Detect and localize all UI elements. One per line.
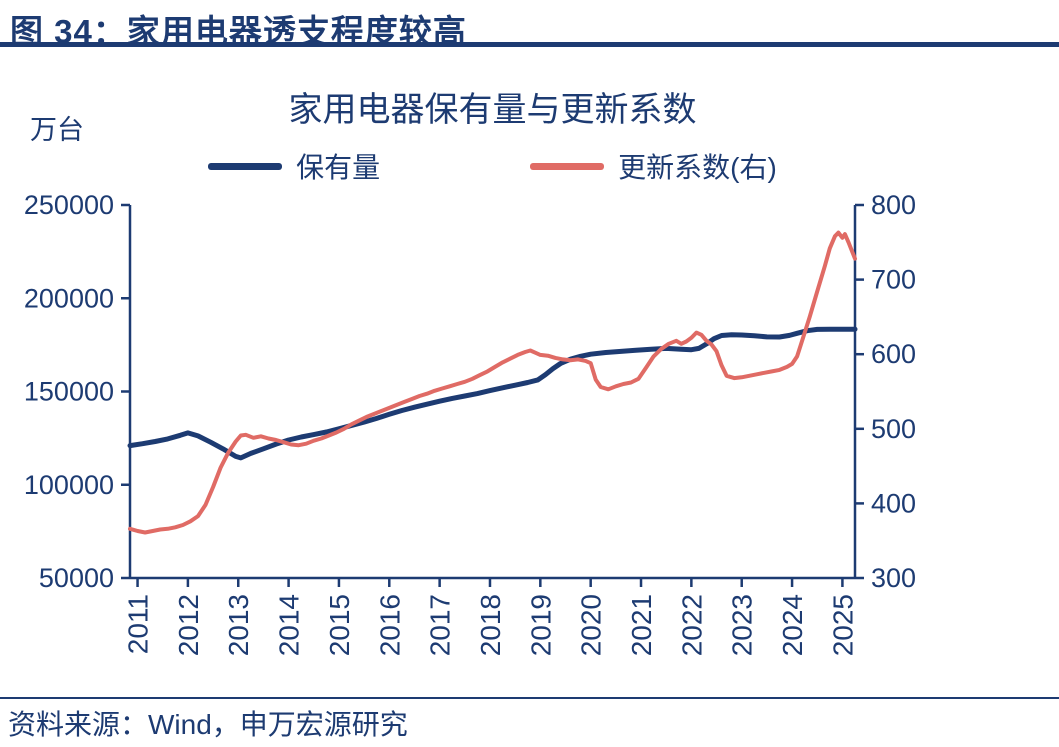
legend-item-renewal: 更新系数(右) — [530, 146, 777, 186]
legend-item-holdings: 保有量 — [208, 146, 380, 186]
right-axis-tick-label: 500 — [871, 414, 916, 444]
chart-title: 家用电器保有量与更新系数 — [288, 91, 697, 129]
left-axis-tick-label: 150000 — [24, 377, 114, 407]
holdings-line-swatch — [208, 162, 283, 170]
x-axis-tick-label: 2020 — [576, 594, 607, 656]
right-axis-tick-label: 300 — [871, 563, 916, 593]
x-axis-tick-label: 2018 — [475, 594, 506, 656]
x-axis-tick-label: 2011 — [123, 594, 154, 654]
legend-label-holdings: 保有量 — [296, 152, 381, 183]
left-axis-unit-label: 万台 — [30, 115, 84, 145]
renewal-line-swatch — [530, 162, 605, 170]
footer-divider — [0, 697, 1059, 699]
x-axis-tick-label: 2023 — [727, 594, 758, 656]
right-axis-tick-label: 400 — [871, 488, 916, 518]
left-axis-tick-label: 100000 — [24, 470, 114, 500]
legend-label-renewal: 更新系数(右) — [618, 152, 777, 183]
left-axis-tick-label: 50000 — [39, 563, 114, 593]
right-axis-tick-label: 600 — [871, 339, 916, 369]
right-axis-tick-label: 800 — [871, 190, 916, 220]
x-axis-tick-label: 2014 — [274, 594, 305, 656]
chart-canvas: 50000 100000 150000 200000 250000 300 400 500 60… — [24, 190, 916, 656]
source-note: 资料来源：Wind，申万宏源研究 — [8, 709, 408, 740]
left-axis-tick-label: 200000 — [24, 283, 114, 313]
x-axis-tick-label: 2021 — [626, 594, 657, 656]
chart-legend: 保有量 更新系数(右) — [130, 146, 855, 186]
x-axis-tick-label: 2025 — [827, 594, 858, 656]
x-axis-tick-label: 2016 — [374, 594, 405, 656]
x-axis-tick-label: 2012 — [173, 594, 204, 656]
header-divider — [0, 42, 1059, 47]
left-axis-tick-label: 250000 — [24, 190, 114, 220]
x-axis-tick-label: 2013 — [223, 594, 254, 656]
x-axis-tick-label: 2017 — [425, 594, 456, 656]
x-axis-tick-label: 2019 — [525, 594, 556, 656]
series-line-renewal — [128, 230, 857, 535]
right-axis-tick-label: 700 — [871, 265, 916, 295]
series-line-holdings — [127, 326, 858, 461]
x-axis-tick-label: 2015 — [324, 594, 355, 656]
x-axis-tick-label: 2022 — [676, 594, 707, 656]
x-axis-tick-label: 2024 — [777, 594, 808, 656]
